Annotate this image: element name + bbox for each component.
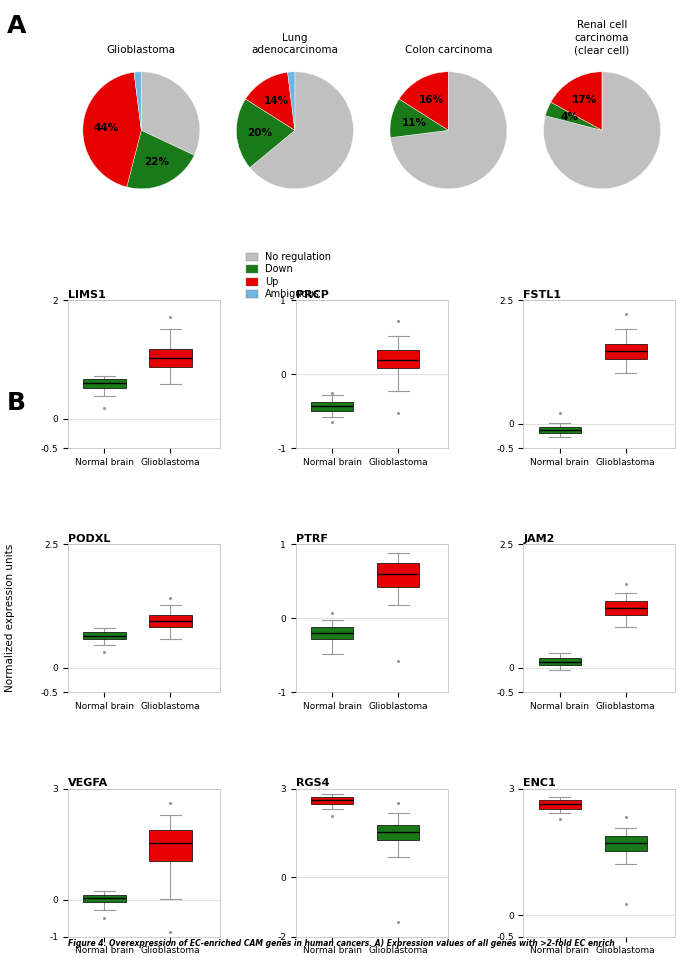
Title: Lung
adenocarcinoma: Lung adenocarcinoma <box>252 33 338 55</box>
Wedge shape <box>246 72 295 130</box>
Bar <box>83 895 125 902</box>
Bar <box>539 800 581 809</box>
Bar <box>149 349 192 367</box>
Wedge shape <box>250 71 353 188</box>
Wedge shape <box>390 99 449 138</box>
Text: FSTL1: FSTL1 <box>524 290 561 299</box>
Text: Normalized expression units: Normalized expression units <box>5 544 15 693</box>
Bar <box>377 563 419 587</box>
Text: ENC1: ENC1 <box>524 778 557 788</box>
Wedge shape <box>399 71 449 130</box>
Bar <box>604 344 647 358</box>
Bar <box>311 402 353 412</box>
Text: 4%: 4% <box>561 112 578 123</box>
Wedge shape <box>134 71 141 130</box>
Legend: No regulation, Down, Up, Ambiguous: No regulation, Down, Up, Ambiguous <box>243 249 334 302</box>
Wedge shape <box>288 71 295 130</box>
Text: B: B <box>7 391 26 415</box>
Text: LIMS1: LIMS1 <box>68 290 106 299</box>
Bar <box>83 633 125 639</box>
Bar <box>149 830 192 861</box>
Bar <box>149 614 192 627</box>
Bar <box>539 658 581 666</box>
Text: A: A <box>7 14 26 39</box>
Text: PTRF: PTRF <box>296 534 327 544</box>
Text: JAM2: JAM2 <box>524 534 555 544</box>
Bar <box>604 836 647 851</box>
Title: Glioblastoma: Glioblastoma <box>107 45 176 55</box>
Text: VEGFA: VEGFA <box>68 778 108 788</box>
Bar <box>311 627 353 639</box>
Text: PRCP: PRCP <box>296 290 329 299</box>
Text: 44%: 44% <box>93 123 119 133</box>
Wedge shape <box>141 71 200 156</box>
Text: 14%: 14% <box>263 96 288 105</box>
Bar <box>377 825 419 839</box>
Bar <box>539 427 581 433</box>
Bar <box>604 601 647 614</box>
Bar <box>83 379 125 388</box>
Wedge shape <box>237 99 295 168</box>
Text: 20%: 20% <box>248 128 272 137</box>
Wedge shape <box>551 71 602 130</box>
Wedge shape <box>390 71 507 188</box>
Text: PODXL: PODXL <box>68 534 110 544</box>
Text: Figure 4. Overexpression of EC-enriched CAM genes in human cancers. A) Expressio: Figure 4. Overexpression of EC-enriched … <box>68 939 615 948</box>
Text: RGS4: RGS4 <box>296 778 329 788</box>
Wedge shape <box>83 72 141 187</box>
Title: Colon carcinoma: Colon carcinoma <box>404 45 492 55</box>
Title: Renal cell
carcinoma
(clear cell): Renal cell carcinoma (clear cell) <box>574 20 629 55</box>
Wedge shape <box>127 130 194 188</box>
Wedge shape <box>546 102 602 130</box>
Text: 22%: 22% <box>144 157 168 167</box>
Bar <box>311 797 353 804</box>
Text: 17%: 17% <box>572 95 597 105</box>
Wedge shape <box>544 71 661 188</box>
Text: 16%: 16% <box>419 95 444 104</box>
Text: 11%: 11% <box>402 118 427 128</box>
Bar <box>377 350 419 368</box>
